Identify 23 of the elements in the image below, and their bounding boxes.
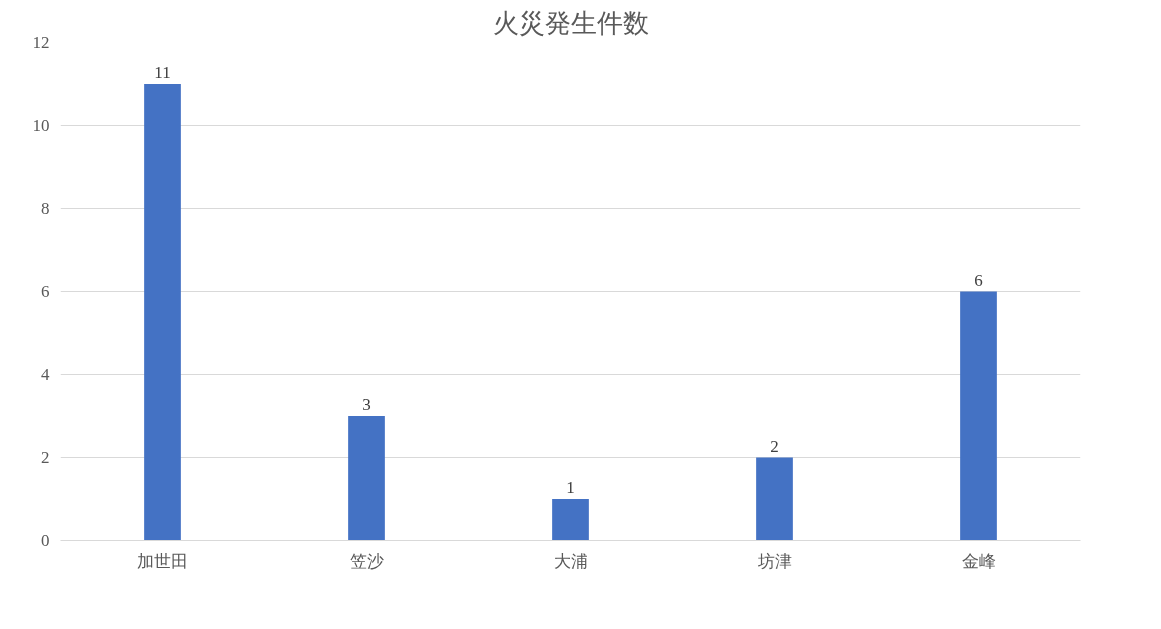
data-label: 3 [362, 395, 371, 414]
bar [960, 291, 997, 541]
chart-title: 火災発生件数 [492, 7, 649, 38]
x-tick-label: 金峰 [961, 551, 996, 571]
y-tick-label: 4 [41, 365, 50, 384]
x-tick-label: 笠沙 [349, 551, 384, 571]
y-tick-label: 0 [41, 531, 50, 550]
data-label: 6 [974, 270, 983, 290]
y-tick-label: 2 [41, 448, 50, 467]
data-label: 2 [770, 436, 779, 456]
x-tick-label: 加世田 [137, 551, 188, 571]
y-tick-label: 12 [32, 33, 50, 52]
y-tick-label: 6 [41, 282, 50, 301]
x-tick-label: 坊津 [756, 551, 792, 571]
data-label: 11 [154, 63, 171, 82]
bar [756, 457, 793, 541]
bar [552, 499, 589, 541]
data-label: 1 [566, 478, 575, 497]
x-tick-label: 大浦 [553, 551, 588, 571]
bar [144, 84, 181, 541]
y-tick-label: 8 [41, 199, 50, 218]
bar [348, 416, 385, 541]
y-tick-label: 10 [32, 116, 50, 135]
